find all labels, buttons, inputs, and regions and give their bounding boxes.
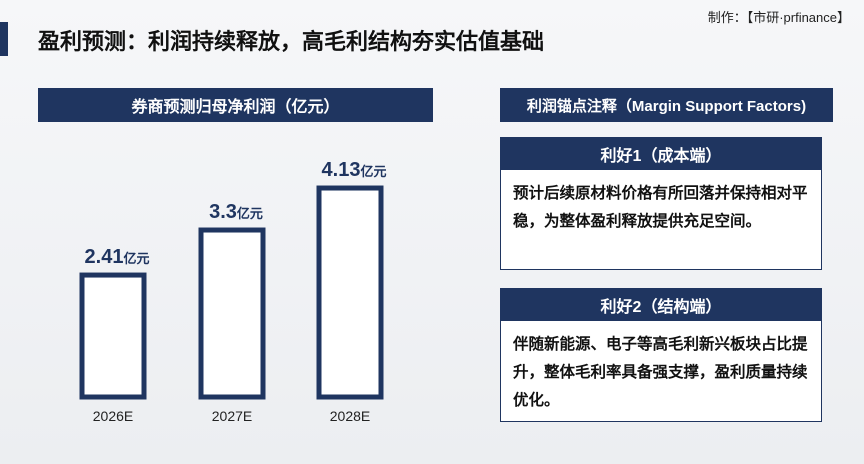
accent-bar: [0, 22, 8, 56]
page-title: 盈利预测：利润持续释放，高毛利结构夯实估值基础: [38, 29, 545, 54]
value-label: 3.3亿元: [209, 201, 263, 223]
card-text: 预计后续原材料价格有所回落并保持相对平稳，为整体盈利释放提供充足空间。: [513, 185, 808, 230]
unit: 亿元: [360, 164, 386, 179]
card-title: 利好2（结构端）: [501, 289, 821, 321]
panel-title: 利润锚点注释（Margin Support Factors): [500, 88, 833, 122]
x-tick-label: 2027E: [212, 408, 252, 424]
value: 3.3: [209, 201, 237, 223]
x-tick-label: 2026E: [93, 408, 133, 424]
bar: [198, 227, 266, 400]
card-title: 利好1（成本端）: [501, 138, 821, 170]
unit: 亿元: [123, 251, 149, 266]
bar: [316, 185, 384, 400]
card-text: 伴随新能源、电子等高毛利新兴板块占比提升，整体毛利率具备强支撑，盈利质量持续优化…: [513, 336, 808, 409]
value-label: 2.41亿元: [85, 246, 150, 268]
credit: 制作：【市研·prfinance】: [707, 10, 850, 25]
value: 2.41: [85, 246, 124, 268]
card: 利好2（结构端） 伴随新能源、电子等高毛利新兴板块占比提升，整体毛利率具备强支撑…: [500, 288, 822, 422]
value: 4.13: [322, 159, 361, 181]
value-label: 4.13亿元: [322, 159, 387, 181]
x-tick-label: 2028E: [330, 408, 370, 424]
bar: [79, 272, 147, 400]
card: 利好1（成本端） 预计后续原材料价格有所回落并保持相对平稳，为整体盈利释放提供充…: [500, 137, 822, 270]
unit: 亿元: [237, 206, 263, 221]
chart-title: 券商预测归母净利润（亿元）: [38, 88, 433, 122]
